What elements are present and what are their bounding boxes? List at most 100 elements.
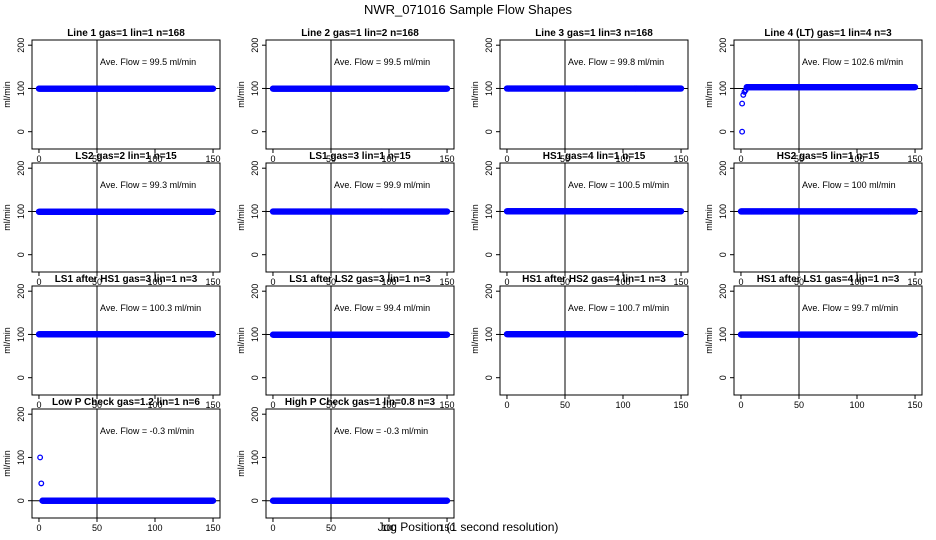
y-tick-label: 200 bbox=[16, 161, 26, 176]
data-point bbox=[739, 128, 746, 135]
x-tick-label: 150 bbox=[206, 277, 221, 287]
x-tick-label: 50 bbox=[326, 277, 336, 287]
data-point bbox=[677, 208, 685, 215]
data-series bbox=[743, 83, 919, 91]
data-point bbox=[209, 208, 217, 215]
panel-title: LS2 gas=2 lin=1 n=15 bbox=[75, 151, 177, 162]
panel-title: Line 2 gas=1 lin=2 n=168 bbox=[301, 28, 419, 39]
panel-title: Line 1 gas=1 lin=1 n=168 bbox=[67, 28, 185, 39]
x-tick-label: 50 bbox=[92, 523, 102, 533]
x-tick-label: 50 bbox=[794, 400, 804, 410]
avg-flow-annotation: Ave. Flow = 99.3 ml/min bbox=[100, 180, 196, 190]
plot-frame bbox=[31, 285, 221, 396]
avg-flow-annotation: Ave. Flow = 100 ml/min bbox=[802, 180, 896, 190]
data-point bbox=[37, 454, 44, 461]
x-tick-label: 100 bbox=[615, 277, 630, 287]
x-tick-label: 50 bbox=[92, 154, 102, 164]
x-tick-label: 50 bbox=[92, 277, 102, 287]
data-series bbox=[269, 497, 451, 504]
y-tick-label: 0 bbox=[484, 375, 494, 380]
plot-frame bbox=[265, 408, 455, 519]
data-point bbox=[677, 85, 685, 92]
avg-flow-annotation: Ave. Flow = 99.8 ml/min bbox=[568, 57, 664, 67]
y-tick-label: 200 bbox=[484, 284, 494, 299]
panel-9: LS1 after HS1 gas=3 lin=1 n=3 0 50 100 150 0 1… bbox=[2, 274, 221, 410]
plot-frame bbox=[733, 162, 923, 273]
data-point bbox=[739, 100, 746, 107]
x-tick-label: 0 bbox=[36, 523, 41, 533]
x-tick-label: 150 bbox=[908, 154, 923, 164]
x-tick-label: 100 bbox=[381, 154, 396, 164]
y-tick-label: 100 bbox=[250, 204, 260, 219]
y-axis-label: ml/min bbox=[470, 204, 480, 231]
panel-10: LS1 after LS2 gas=3 lin=1 n=3 0 50 100 150 0 1… bbox=[236, 274, 455, 410]
y-tick-label: 0 bbox=[484, 129, 494, 134]
y-tick-label: 100 bbox=[484, 204, 494, 219]
x-tick-label: 0 bbox=[738, 154, 743, 164]
y-tick-label: 0 bbox=[250, 375, 260, 380]
y-tick-label: 0 bbox=[16, 252, 26, 257]
figure-x-axis-label: Jog Position (1 second resolution) bbox=[378, 520, 559, 534]
x-tick-label: 50 bbox=[560, 154, 570, 164]
panel-title: LS1 gas=3 lin=1 n=15 bbox=[309, 151, 411, 162]
y-tick-label: 200 bbox=[16, 284, 26, 299]
y-axis-label: ml/min bbox=[236, 81, 246, 108]
x-tick-label: 50 bbox=[794, 154, 804, 164]
panel-2: Line 2 gas=1 lin=2 n=168 0 50 100 150 0 100 200… bbox=[236, 28, 455, 164]
panel-title: Low P Check gas=1.2 lin=1 n=6 bbox=[52, 397, 200, 408]
y-tick-label: 200 bbox=[484, 161, 494, 176]
x-tick-label: 0 bbox=[504, 154, 509, 164]
y-tick-label: 200 bbox=[250, 38, 260, 53]
panel-1: Line 1 gas=1 lin=1 n=168 0 50 100 150 0 100 200… bbox=[2, 28, 221, 164]
x-tick-label: 150 bbox=[440, 277, 455, 287]
data-point bbox=[443, 208, 451, 215]
panel-12: HS1 after LS1 gas=4 lin=1 n=3 0 50 100 150 0 1… bbox=[704, 274, 923, 410]
y-tick-label: 200 bbox=[250, 407, 260, 422]
y-tick-label: 200 bbox=[718, 161, 728, 176]
data-series bbox=[269, 85, 451, 92]
y-axis-label: ml/min bbox=[2, 81, 12, 108]
panel-title: LS1 after LS2 gas=3 lin=1 n=3 bbox=[289, 274, 431, 285]
x-tick-label: 150 bbox=[206, 523, 221, 533]
data-series bbox=[35, 85, 217, 92]
x-tick-label: 0 bbox=[738, 277, 743, 287]
avg-flow-annotation: Ave. Flow = 99.5 ml/min bbox=[100, 57, 196, 67]
y-axis-label: ml/min bbox=[2, 204, 12, 231]
x-tick-label: 50 bbox=[92, 400, 102, 410]
y-tick-label: 0 bbox=[250, 129, 260, 134]
x-tick-label: 50 bbox=[326, 400, 336, 410]
y-tick-label: 100 bbox=[718, 327, 728, 342]
panel-3: Line 3 gas=1 lin=3 n=168 0 50 100 150 0 100 200… bbox=[470, 28, 689, 164]
y-tick-label: 100 bbox=[484, 81, 494, 96]
avg-flow-annotation: Ave. Flow = -0.3 ml/min bbox=[100, 426, 194, 436]
y-axis-label: ml/min bbox=[704, 204, 714, 231]
y-axis-label: ml/min bbox=[704, 327, 714, 354]
y-tick-label: 0 bbox=[718, 252, 728, 257]
x-tick-label: 150 bbox=[674, 154, 689, 164]
y-tick-label: 100 bbox=[16, 450, 26, 465]
plot-frame bbox=[733, 285, 923, 396]
plot-frame bbox=[499, 285, 689, 396]
panel-13: Low P Check gas=1.2 lin=1 n=6 0 50 100 150 0 1… bbox=[2, 397, 221, 533]
x-tick-label: 150 bbox=[908, 400, 923, 410]
y-tick-label: 0 bbox=[16, 375, 26, 380]
data-point bbox=[911, 331, 919, 338]
panel-6: LS1 gas=3 lin=1 n=15 0 50 100 150 0 100 200 ml/m… bbox=[236, 151, 455, 287]
panel-grid: Line 1 gas=1 lin=1 n=168 0 50 100 150 0 100 200… bbox=[2, 28, 923, 533]
plot-frame bbox=[733, 39, 923, 150]
x-tick-label: 100 bbox=[381, 277, 396, 287]
plot-frame bbox=[265, 162, 455, 273]
y-tick-label: 100 bbox=[16, 204, 26, 219]
data-point bbox=[677, 330, 685, 338]
x-tick-label: 150 bbox=[674, 277, 689, 287]
x-tick-label: 150 bbox=[206, 400, 221, 410]
data-series bbox=[35, 208, 217, 215]
y-axis-label: ml/min bbox=[236, 450, 246, 477]
y-tick-label: 0 bbox=[484, 252, 494, 257]
panel-title: Line 3 gas=1 lin=3 n=168 bbox=[535, 28, 653, 39]
data-point bbox=[740, 91, 747, 98]
panel-title: High P Check gas=1 lin=0.8 n=3 bbox=[285, 397, 436, 408]
data-series bbox=[269, 208, 451, 215]
x-tick-label: 150 bbox=[206, 154, 221, 164]
y-tick-label: 0 bbox=[250, 252, 260, 257]
